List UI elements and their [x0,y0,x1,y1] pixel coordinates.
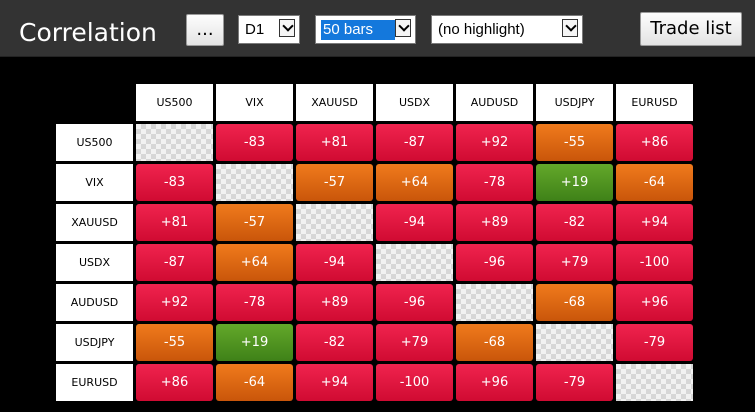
correlation-cell[interactable]: +94 [296,364,373,401]
chevron-down-icon[interactable] [395,19,411,37]
column-header: EURUSD [616,84,693,121]
correlation-cell[interactable]: +64 [216,244,293,281]
chevron-down-icon[interactable] [279,19,295,37]
correlation-cell[interactable]: +79 [376,324,453,361]
correlation-cell[interactable]: -100 [616,244,693,281]
correlation-cell[interactable]: +79 [536,244,613,281]
window-title: Correlation [19,18,157,47]
row-header: USDX [56,244,133,281]
row-header: EURUSD [56,364,133,401]
correlation-cell[interactable]: -78 [216,284,293,321]
correlation-cell[interactable]: -57 [296,164,373,201]
diagonal-cell [296,204,373,241]
row-header: AUDUSD [56,284,133,321]
correlation-cell[interactable]: -96 [376,284,453,321]
row-header: XAUUSD [56,204,133,241]
correlation-cell[interactable]: -83 [136,164,213,201]
diagonal-cell [616,364,693,401]
correlation-cell[interactable]: -83 [216,124,293,161]
correlation-cell[interactable]: -87 [376,124,453,161]
correlation-cell[interactable]: +92 [456,124,533,161]
correlation-cell[interactable]: +92 [136,284,213,321]
row-header: USDJPY [56,324,133,361]
column-header: VIX [216,84,293,121]
correlation-cell[interactable]: -94 [296,244,373,281]
correlation-cell[interactable]: -68 [536,284,613,321]
highlight-value: (no highlight) [438,21,525,38]
correlation-cell[interactable]: -55 [136,324,213,361]
timeframe-value: D1 [245,21,265,38]
column-header: XAUUSD [296,84,373,121]
correlation-cell[interactable]: +19 [536,164,613,201]
correlation-cell[interactable]: +86 [616,124,693,161]
column-header: USDJPY [536,84,613,121]
correlation-cell[interactable]: -87 [136,244,213,281]
bars-select[interactable]: 50 bars [315,15,416,44]
diagonal-cell [136,124,213,161]
correlation-cell[interactable]: -82 [536,204,613,241]
trade-list-button[interactable]: Trade list [640,12,742,46]
column-header: US500 [136,84,213,121]
correlation-cell[interactable]: -68 [456,324,533,361]
column-header: USDX [376,84,453,121]
correlation-cell[interactable]: +86 [136,364,213,401]
row-header: VIX [56,164,133,201]
bars-value: 50 bars [321,20,395,40]
correlation-cell[interactable]: -79 [536,364,613,401]
correlation-cell[interactable]: -64 [216,364,293,401]
correlation-cell[interactable]: -78 [456,164,533,201]
correlation-cell[interactable]: -79 [616,324,693,361]
diagonal-cell [456,284,533,321]
correlation-cell[interactable]: -96 [456,244,533,281]
diagonal-cell [536,324,613,361]
chevron-down-icon[interactable] [562,19,578,37]
correlation-cell[interactable]: -100 [376,364,453,401]
correlation-cell[interactable]: +81 [296,124,373,161]
diagonal-cell [216,164,293,201]
row-header: US500 [56,124,133,161]
column-header: AUDUSD [456,84,533,121]
correlation-cell[interactable]: +96 [456,364,533,401]
correlation-cell[interactable]: -55 [536,124,613,161]
correlation-cell[interactable]: +19 [216,324,293,361]
correlation-cell[interactable]: -57 [216,204,293,241]
correlation-cell[interactable]: +81 [136,204,213,241]
correlation-cell[interactable]: +96 [616,284,693,321]
highlight-select[interactable]: (no highlight) [431,15,583,44]
toolbar: Correlation ... D1 50 bars (no highlight… [0,0,755,57]
correlation-cell[interactable]: +94 [616,204,693,241]
correlation-cell[interactable]: -94 [376,204,453,241]
correlation-cell[interactable]: -82 [296,324,373,361]
correlation-cell[interactable]: +89 [456,204,533,241]
correlation-cell[interactable]: -64 [616,164,693,201]
diagonal-cell [376,244,453,281]
more-options-button[interactable]: ... [186,14,224,46]
correlation-cell[interactable]: +64 [376,164,453,201]
timeframe-select[interactable]: D1 [238,15,300,44]
correlation-cell[interactable]: +89 [296,284,373,321]
